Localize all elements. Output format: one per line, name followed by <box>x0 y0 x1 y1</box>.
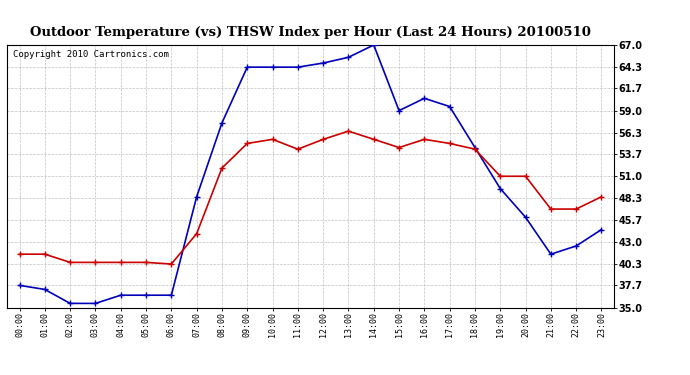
Text: Outdoor Temperature (vs) THSW Index per Hour (Last 24 Hours) 20100510: Outdoor Temperature (vs) THSW Index per … <box>30 26 591 39</box>
Text: Copyright 2010 Cartronics.com: Copyright 2010 Cartronics.com <box>13 50 169 59</box>
